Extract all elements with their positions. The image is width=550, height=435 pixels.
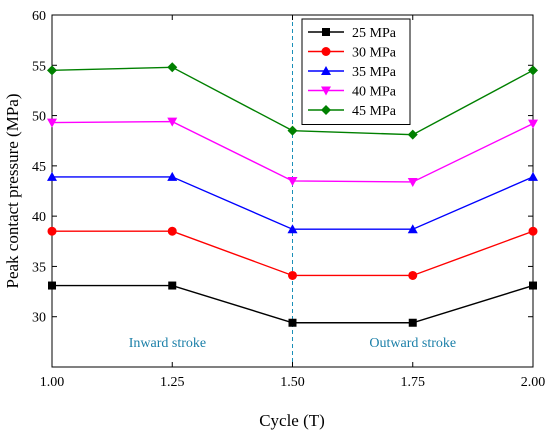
y-tick-label: 55	[32, 59, 46, 74]
legend-label: 40 MPa	[352, 85, 397, 100]
x-tick-label: 1.50	[280, 375, 305, 390]
y-tick-label: 30	[32, 311, 46, 326]
data-point	[47, 65, 57, 76]
data-point	[47, 118, 57, 128]
annotation-label: Outward stroke	[369, 336, 456, 351]
data-point	[287, 125, 298, 136]
data-point	[48, 281, 56, 290]
x-tick-label: 1.75	[401, 375, 426, 390]
data-point	[167, 226, 177, 236]
series-layer	[47, 62, 538, 327]
legend-label: 45 MPa	[352, 104, 397, 119]
axis-ticks: 1.00 1.25 1.50 1.75 2.00 30 35 40 45 50 55 60	[32, 9, 545, 390]
data-point	[528, 119, 538, 129]
y-tick-label: 50	[32, 110, 46, 125]
y-tick-label: 60	[32, 9, 46, 24]
data-point	[407, 177, 418, 187]
x-axis-title: Cycle (T)	[259, 411, 325, 430]
legend-marker	[322, 28, 330, 36]
legend-marker	[321, 86, 331, 96]
data-point	[287, 224, 298, 234]
x-tick-label: 2.00	[521, 375, 546, 390]
y-axis-title: Peak contact pressure (MPa)	[3, 94, 22, 289]
data-point	[47, 171, 57, 181]
data-point	[407, 224, 418, 234]
data-point	[528, 226, 538, 236]
data-point	[168, 281, 177, 290]
data-point	[408, 270, 418, 280]
legend-box	[301, 18, 411, 125]
data-point	[407, 129, 418, 140]
data-point	[47, 226, 57, 236]
x-tick-label: 1.25	[160, 375, 185, 390]
data-point	[167, 117, 178, 127]
legend-label: 30 MPa	[352, 46, 397, 61]
legend-marker	[321, 66, 331, 75]
data-point	[167, 62, 178, 73]
y-tick-label: 40	[32, 210, 46, 225]
data-point	[167, 171, 178, 181]
legend-label: 35 MPa	[352, 65, 397, 80]
legend-marker	[321, 47, 331, 56]
data-point	[529, 281, 537, 290]
annotations-layer: Inward stroke Outward stroke	[129, 336, 456, 351]
legend: 25 MPa 30 MPa 35 MPa 40 MPa 45 MPa	[301, 18, 411, 125]
data-point	[287, 176, 298, 186]
data-point	[408, 318, 417, 327]
legend-label: 25 MPa	[352, 26, 397, 41]
data-point	[288, 270, 297, 280]
x-tick-label: 1.00	[40, 375, 65, 390]
data-point	[528, 171, 538, 181]
legend-marker	[321, 105, 331, 115]
data-point	[528, 65, 538, 76]
y-tick-label: 45	[32, 160, 46, 175]
annotation-label: Inward stroke	[129, 336, 206, 351]
data-point	[288, 318, 297, 327]
y-tick-label: 35	[32, 260, 46, 275]
